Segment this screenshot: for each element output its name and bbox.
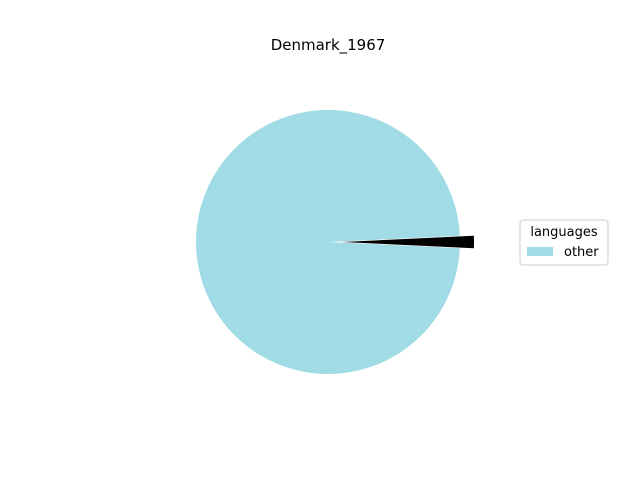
pie-slice-small: [342, 235, 474, 249]
pie-slice-other: [196, 109, 460, 374]
legend: languages other: [519, 219, 609, 266]
legend-title: languages: [530, 225, 598, 240]
chart-title: Denmark_1967: [271, 36, 386, 55]
legend-label-other: other: [564, 245, 599, 260]
legend-swatch-other: [527, 247, 553, 256]
pie-slices: [196, 109, 474, 374]
